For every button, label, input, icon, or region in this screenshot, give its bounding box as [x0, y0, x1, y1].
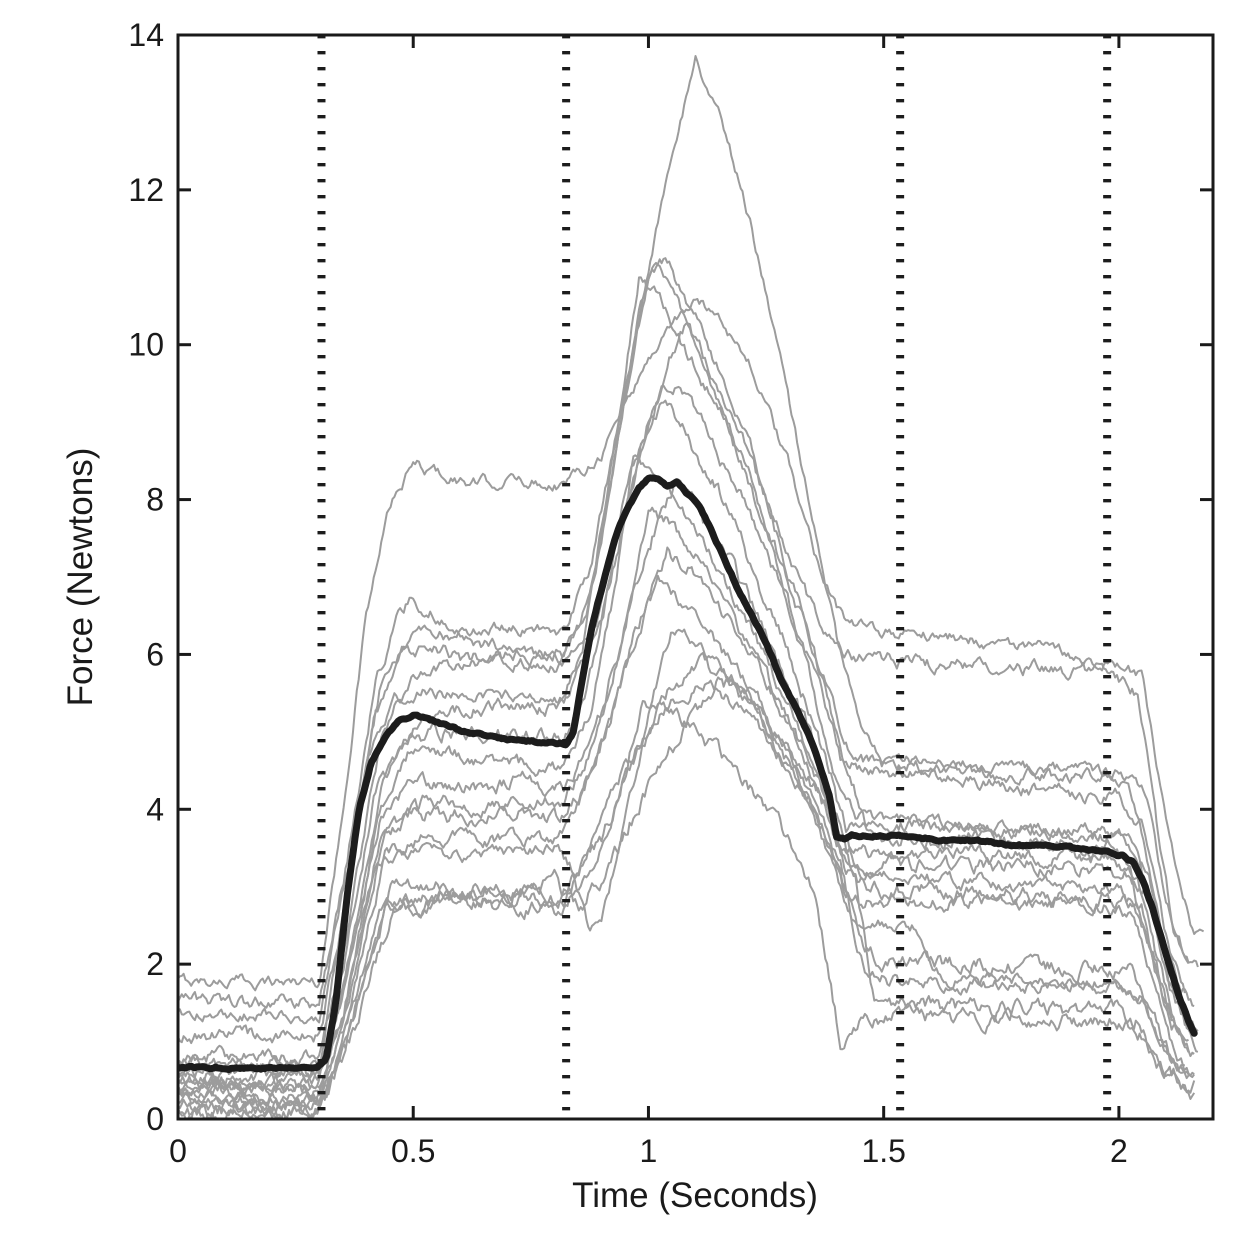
trial-10-trace	[177, 478, 1199, 1093]
y-tick-label: 6	[146, 636, 164, 672]
y-tick-label: 4	[146, 791, 164, 827]
trial-01-trace	[177, 298, 1205, 992]
x-tick-label: 2	[1110, 1133, 1128, 1169]
trial-11-trace	[177, 506, 1195, 1096]
x-tick-label: 1	[640, 1133, 658, 1169]
trial-16-trace	[177, 679, 1195, 1117]
y-tick-label: 0	[146, 1101, 164, 1137]
mean-force-trace	[177, 474, 1198, 1074]
trial-14-trace	[177, 628, 1196, 1108]
axes-box	[176, 33, 1215, 1121]
x-axis-title: Time (Seconds)	[572, 1176, 818, 1215]
plot-area: 0 0.5 1 1.5 2 0 2 4 6 8 10 12 14	[128, 17, 1215, 1169]
y-tick-label: 12	[128, 172, 164, 208]
x-tick-label: 0.5	[391, 1133, 435, 1169]
y-axis-title: Force (Newtons)	[61, 448, 100, 707]
y-tick-label: 10	[128, 327, 164, 363]
trial-05-trace	[177, 384, 1195, 1067]
x-tick-label: 1.5	[861, 1133, 905, 1169]
y-tick-label: 8	[146, 482, 164, 518]
trial-12-trace	[177, 546, 1190, 1102]
y-tick-label: 14	[128, 17, 164, 53]
trial-18-trace	[177, 700, 1196, 1120]
trial-02-trace	[177, 257, 1190, 1009]
y-tick-label: 2	[146, 946, 164, 982]
x-tick-label: 0	[169, 1133, 187, 1169]
trial-15-trace	[177, 651, 1190, 1114]
